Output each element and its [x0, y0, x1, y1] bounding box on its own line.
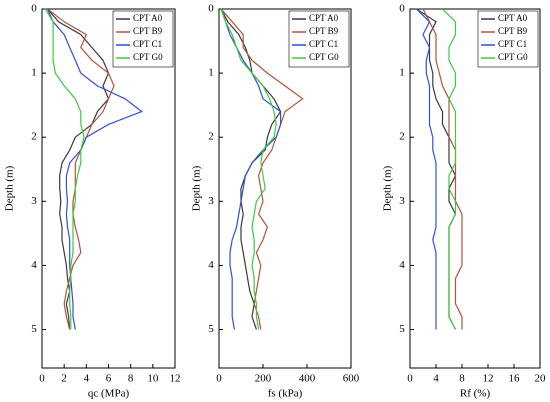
x-tick-label: 8 [459, 373, 465, 385]
x-tick-label: 12 [170, 373, 181, 385]
axes-frame [409, 8, 541, 369]
legend-label: CPT B9 [133, 26, 163, 36]
y-tick-label: 4 [399, 259, 405, 271]
y-tick-label: 4 [31, 259, 37, 271]
legend-label: CPT B9 [498, 26, 528, 36]
y-tick-label: 0 [31, 3, 37, 15]
x-tick-label: 0 [216, 373, 222, 385]
y-tick-label: 0 [399, 3, 405, 15]
x-tick-label: 2 [61, 373, 67, 385]
x-axis-label: Rf (%) [460, 388, 491, 400]
legend-label: CPT G0 [133, 52, 163, 62]
legend-label: CPT A0 [309, 13, 339, 23]
x-tick-label: 8 [128, 373, 134, 385]
series-line [44, 8, 85, 330]
legend-label: CPT C1 [309, 39, 338, 49]
series-line [220, 8, 304, 330]
y-axis-label: Depth (m) [191, 165, 203, 211]
y-tick-label: 1 [31, 67, 37, 79]
y-tick-label: 4 [208, 259, 214, 271]
series-line [220, 8, 277, 330]
series-line [416, 8, 437, 330]
y-tick-label: 2 [208, 131, 214, 143]
y-tick-label: 3 [399, 195, 405, 207]
y-tick-label: 1 [399, 67, 405, 79]
x-tick-label: 4 [433, 373, 439, 385]
x-tick-label: 0 [39, 373, 45, 385]
series-line [47, 8, 110, 330]
legend-label: CPT C1 [498, 39, 527, 49]
series-line [422, 8, 463, 330]
y-tick-label: 0 [208, 3, 214, 15]
x-tick-label: 10 [147, 373, 159, 385]
x-tick-label: 16 [509, 373, 521, 385]
y-tick-label: 5 [399, 323, 405, 335]
series-line [47, 8, 115, 330]
x-axis-label: fs (kPa) [268, 388, 303, 400]
x-tick-label: 20 [535, 373, 547, 385]
y-tick-label: 2 [31, 131, 37, 143]
axes-frame [218, 8, 352, 369]
x-tick-label: 400 [299, 373, 316, 385]
legend-label: CPT G0 [498, 52, 528, 62]
y-tick-label: 3 [208, 195, 214, 207]
series-line [220, 8, 282, 330]
x-tick-label: 4 [84, 373, 90, 385]
y-tick-label: 5 [208, 323, 214, 335]
legend-label: CPT C1 [133, 39, 162, 49]
x-tick-label: 12 [483, 373, 494, 385]
legend-label: CPT A0 [133, 13, 163, 23]
series-line [442, 8, 457, 330]
panel: 0 200 400 600 0 1 2 3 4 5 fs (kPa) Depth (m) CPT A0 C… [191, 3, 360, 400]
x-tick-label: 200 [255, 373, 272, 385]
series-line [220, 8, 282, 330]
y-axis-label: Depth (m) [382, 165, 394, 211]
x-axis-label: qc (MPa) [88, 388, 130, 400]
y-tick-label: 1 [208, 67, 214, 79]
legend-label: CPT B9 [309, 26, 339, 36]
y-tick-label: 2 [399, 131, 405, 143]
y-tick-label: 3 [31, 195, 37, 207]
x-tick-label: 600 [343, 373, 360, 385]
x-tick-label: 6 [106, 373, 112, 385]
x-tick-label: 0 [407, 373, 413, 385]
legend-label: CPT G0 [309, 52, 339, 62]
y-tick-label: 5 [31, 323, 37, 335]
y-axis-label: Depth (m) [4, 165, 16, 211]
legend-label: CPT A0 [498, 13, 528, 23]
